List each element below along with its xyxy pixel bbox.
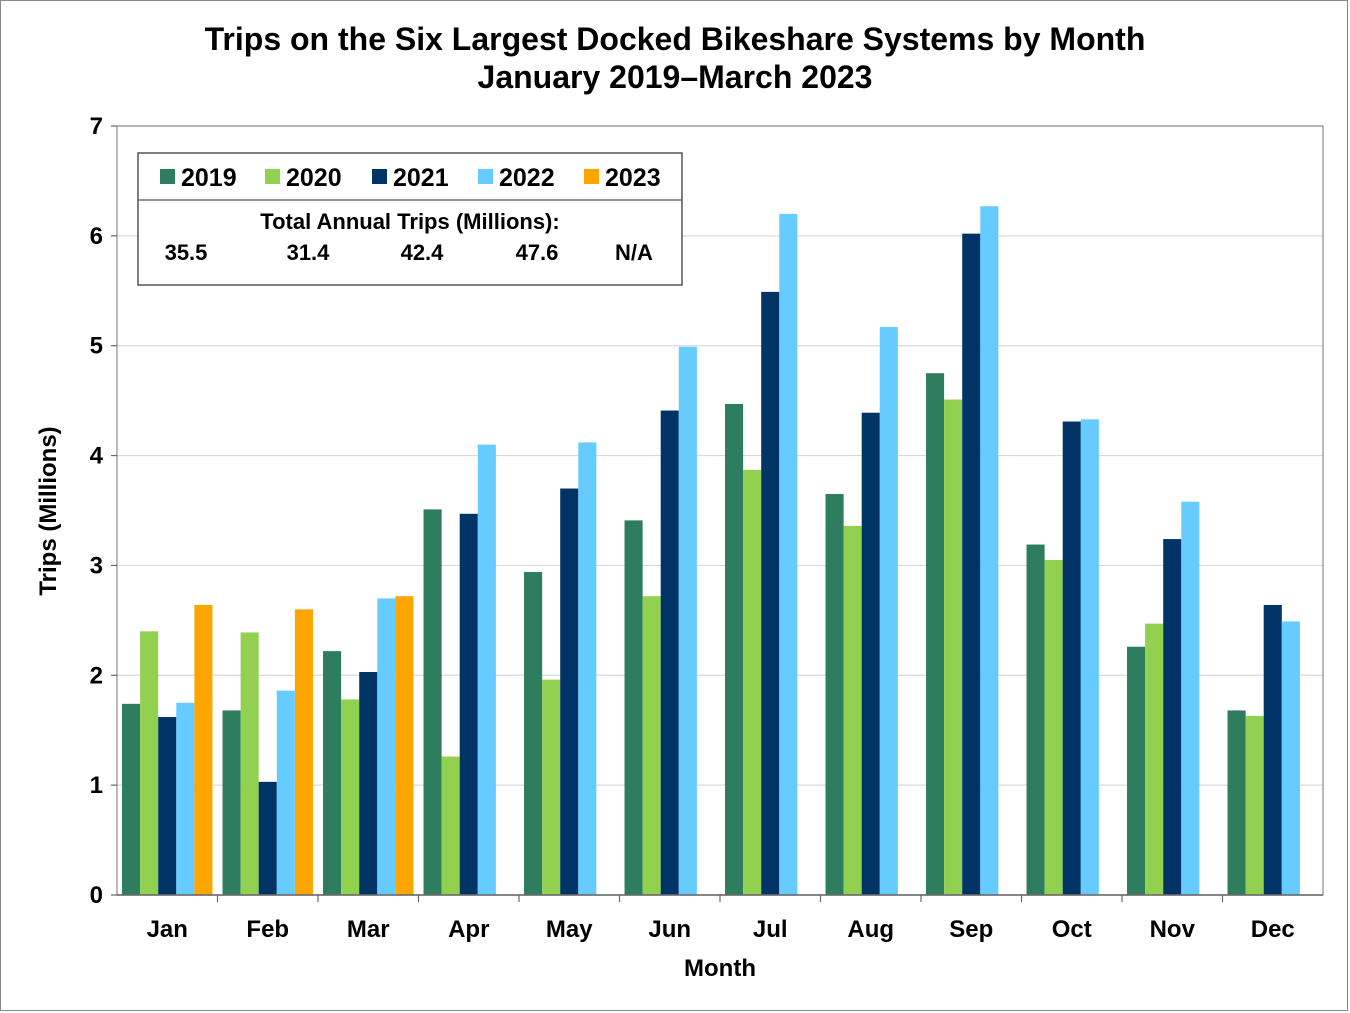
legend-label-2023: 2023 [605,164,661,192]
bar-2022-jun [679,347,697,895]
y-tick-label: 5 [90,333,103,360]
bar-2023-feb [295,609,313,895]
bar-2021-jun [661,411,679,895]
bar-2022-jul [779,214,797,895]
bar-2021-nov [1163,539,1181,895]
legend-swatch-2019 [160,169,175,184]
annual-total-value: 35.5 [165,240,208,265]
chart-title: Trips on the Six Largest Docked Bikeshar… [205,21,1146,57]
bar-2020-jul [743,470,761,895]
bar-2021-mar [359,672,377,895]
legend-label-2020: 2020 [286,164,342,192]
y-axis-title: Trips (Millions) [35,426,62,595]
y-tick-label: 4 [90,443,104,470]
bar-2020-nov [1145,624,1163,895]
bar-2019-apr [424,509,442,895]
x-tick-label: Nov [1150,916,1196,943]
legend: 2019 2020 2021 2022 2023 Total Annual Trips … [138,153,682,285]
bar-2019-nov [1127,647,1145,895]
bar-2020-jun [643,596,661,895]
bar-2020-may [542,680,560,895]
bar-2020-sep [944,400,962,895]
x-tick-label: May [546,916,593,943]
annual-totals-heading: Total Annual Trips (Millions): [260,209,559,234]
bar-2020-apr [442,757,460,895]
x-tick-labels: Jan Feb Mar Apr May Jun Jul Aug Sep Oct Nov Dec [147,916,1295,943]
legend-label-2022: 2022 [499,164,555,192]
bar-2019-feb [223,710,241,895]
bar-2021-feb [259,782,277,895]
bar-2021-dec [1264,605,1282,895]
bar-2019-jan [122,704,140,895]
bar-2019-may [524,572,542,895]
x-tick-label: Feb [246,916,289,943]
bar-2019-mar [323,651,341,895]
bar-2020-mar [341,699,359,895]
y-tick-label: 7 [90,113,103,140]
annual-total-value: 42.4 [401,240,445,265]
bar-2022-sep [980,206,998,895]
bar-2021-jul [761,292,779,895]
bar-2019-oct [1027,545,1045,895]
y-tick-label: 2 [90,662,103,689]
annual-total-value: N/A [615,240,653,265]
x-tick-label: Apr [448,916,489,943]
x-axis-title: Month [684,955,756,982]
y-tick-label: 3 [90,552,103,579]
bar-2022-may [578,442,596,895]
x-tick-label: Jan [147,916,188,943]
bar-2022-apr [478,445,496,895]
bar-2021-jan [158,717,176,895]
bar-2021-apr [460,514,478,895]
bar-2021-aug [862,413,880,895]
legend-swatch-2020 [265,169,280,184]
x-tick-label: Jun [648,916,691,943]
y-tick-label: 6 [90,223,103,250]
x-tick-label: Mar [347,916,390,943]
x-tick-label: Oct [1052,916,1092,943]
bar-2022-aug [880,327,898,895]
bar-2020-dec [1246,716,1264,895]
legend-swatch-2021 [372,169,387,184]
y-tick-label: 0 [90,882,103,909]
annual-total-value: 31.4 [287,240,331,265]
bar-2019-sep [926,373,944,895]
bar-2020-jan [140,631,158,895]
annual-total-value: 47.6 [516,240,559,265]
bar-2023-jan [194,605,212,895]
legend-label-2019: 2019 [181,164,237,192]
bar-2021-oct [1063,422,1081,895]
x-tick-label: Jul [753,916,788,943]
bar-2019-jun [625,520,643,895]
bar-2022-oct [1081,419,1099,895]
y-tick-labels: 0 1 2 3 4 5 6 7 [90,113,104,909]
bar-2019-dec [1228,710,1246,895]
x-tick-label: Sep [949,916,993,943]
legend-label-2021: 2021 [393,164,449,192]
x-tick-label: Aug [847,916,894,943]
bar-2021-may [560,489,578,895]
bar-2020-aug [844,526,862,895]
chart-subtitle: January 2019–March 2023 [478,59,873,95]
bar-2020-oct [1045,560,1063,895]
bar-2022-mar [377,598,395,895]
bars-group [122,206,1300,895]
bar-2023-mar [395,596,413,895]
bar-2022-jan [176,703,194,895]
y-tick-label: 1 [90,772,103,799]
bar-2022-feb [277,691,295,895]
bar-2021-sep [962,234,980,895]
legend-swatch-2023 [584,169,599,184]
legend-swatch-2022 [478,169,493,184]
bar-2022-nov [1181,502,1199,895]
bar-2019-jul [725,404,743,895]
x-tick-label: Dec [1251,916,1295,943]
bar-2022-dec [1282,621,1300,895]
bar-2020-feb [241,632,259,895]
bar-2019-aug [826,494,844,895]
